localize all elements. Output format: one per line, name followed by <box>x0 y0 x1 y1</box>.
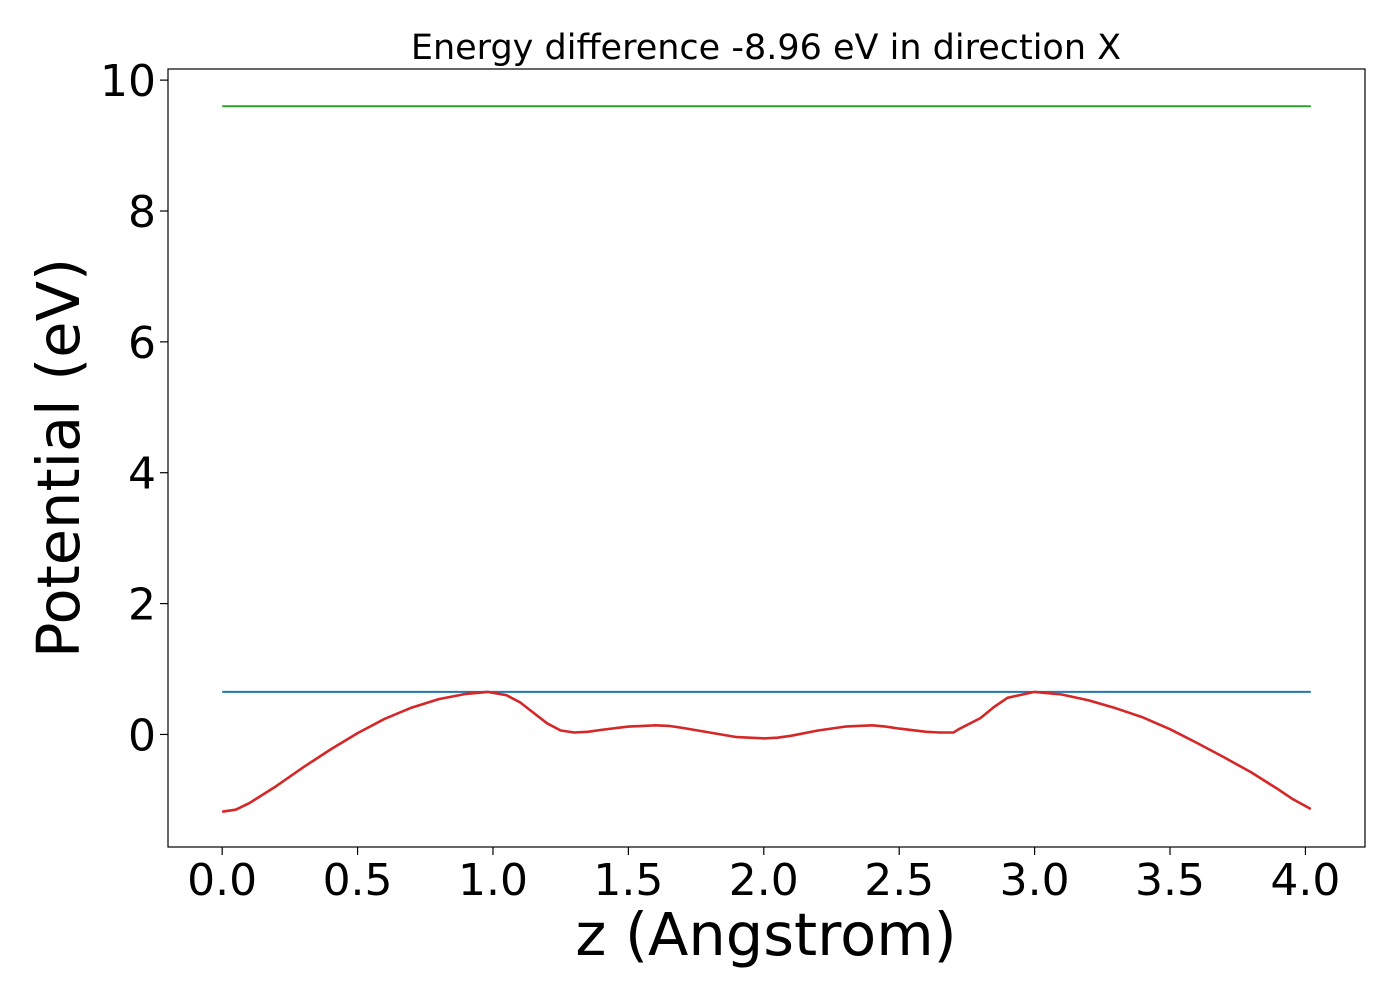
y-tick-label: 6 <box>128 318 156 369</box>
x-tick-label: 2.5 <box>864 855 934 906</box>
x-tick-label: 4.0 <box>1270 855 1340 906</box>
x-axis: 0.0 0.5 1.0 1.5 2.0 2.5 3.0 3.5 4.0 <box>187 847 1340 906</box>
plot-area <box>222 105 1312 813</box>
red-potential-curve <box>222 690 1312 813</box>
y-tick-label: 10 <box>100 56 156 107</box>
y-tick-label: 8 <box>128 187 156 238</box>
y-tick-label: 2 <box>128 580 156 631</box>
y-tick-label: 4 <box>128 449 156 500</box>
x-tick-label: 1.5 <box>593 855 663 906</box>
x-tick-label: 3.0 <box>1000 855 1070 906</box>
x-tick-label: 2.0 <box>729 855 799 906</box>
x-tick-label: 0.0 <box>187 855 257 906</box>
y-axis: 0 2 4 6 8 10 <box>100 56 168 761</box>
x-tick-label: 1.0 <box>458 855 528 906</box>
y-tick-label: 0 <box>128 710 156 761</box>
axes-frame <box>167 68 1366 848</box>
x-tick-label: 0.5 <box>323 855 393 906</box>
chart-title: Energy difference -8.96 eV in direction … <box>411 28 1121 68</box>
x-tick-label: 3.5 <box>1135 855 1205 906</box>
y-axis-label: Potential (eV) <box>24 258 93 658</box>
x-axis-label: z (Angstrom) <box>575 900 956 969</box>
